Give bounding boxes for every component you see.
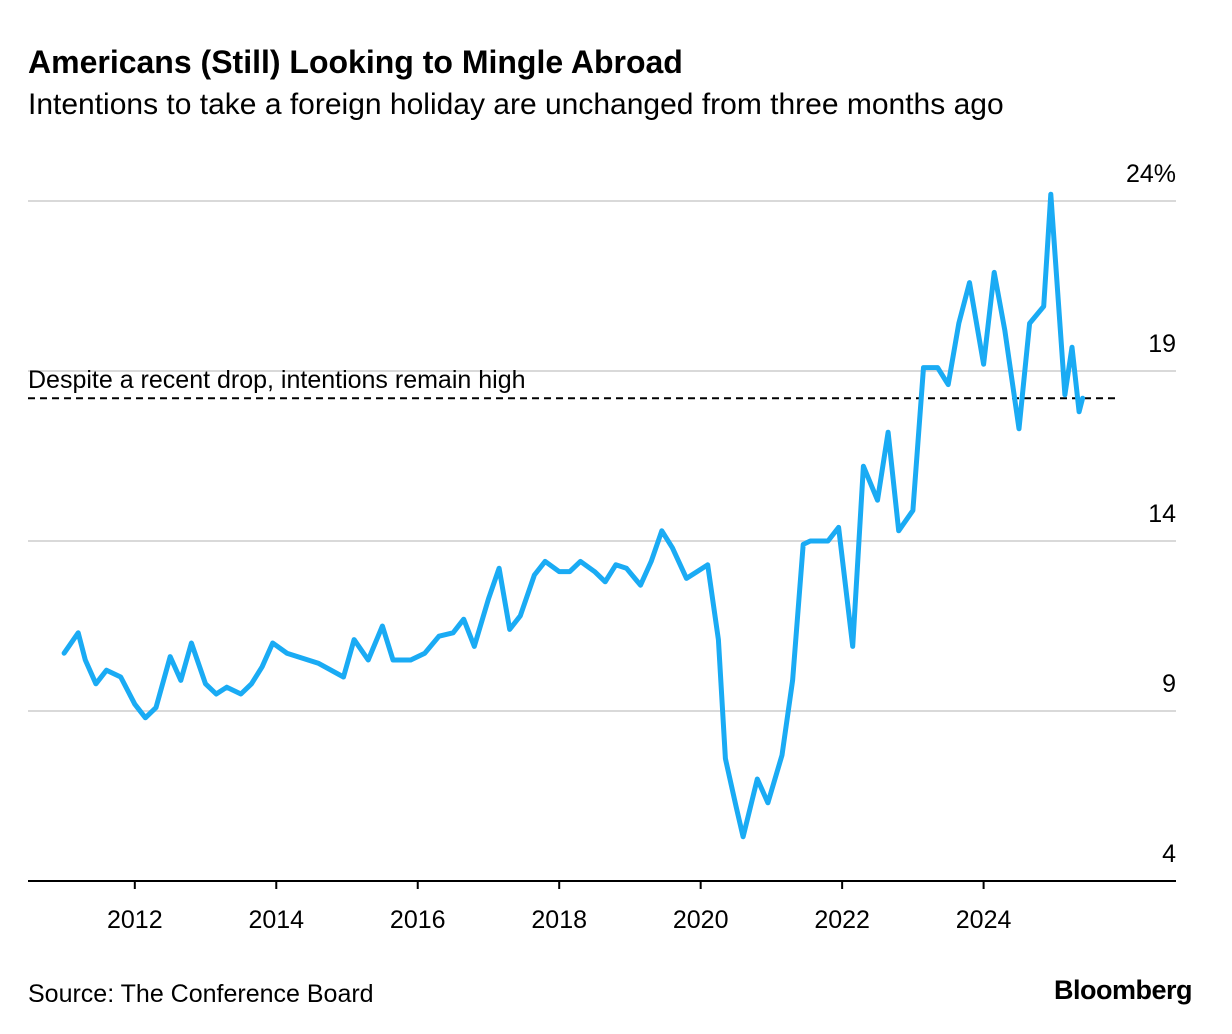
brand: Bloomberg (1054, 975, 1192, 1005)
y-tick-label: 14 (1148, 500, 1176, 528)
x-tick-label: 2014 (248, 906, 304, 934)
x-tick-label: 2024 (956, 906, 1012, 934)
line-series (61, 191, 1086, 840)
source: Source: The Conference Board (28, 980, 374, 1008)
y-tick-label: 9 (1162, 670, 1176, 698)
y-tick-label: 4 (1162, 840, 1176, 868)
x-tick-label: 2022 (814, 906, 870, 934)
x-tick-label: 2016 (390, 906, 446, 934)
annotation: Despite a recent drop, intentions remain… (28, 366, 526, 394)
chart-title: Americans (Still) Looking to Mingle Abro… (28, 44, 683, 80)
x-tick-label: 2018 (531, 906, 587, 934)
y-tick-label: 19 (1148, 330, 1176, 358)
x-tick-label: 2012 (107, 906, 163, 934)
x-tick-label: 2020 (673, 906, 729, 934)
chart-subtitle: Intentions to take a foreign holiday are… (28, 88, 1004, 121)
y-tick-label: 24% (1126, 160, 1176, 188)
